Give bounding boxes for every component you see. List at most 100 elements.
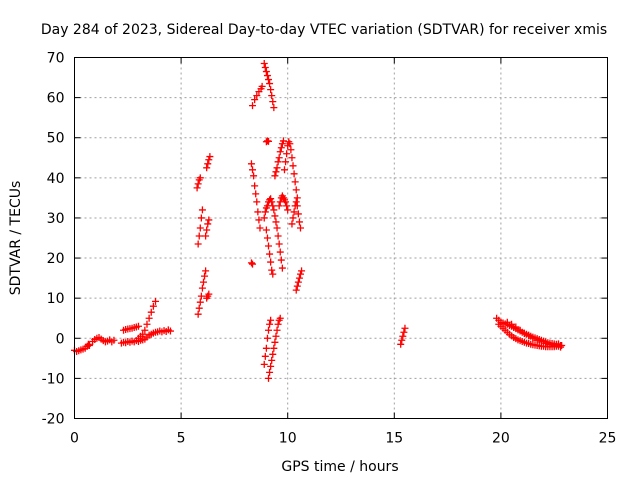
data-point-plus-icon bbox=[273, 164, 281, 172]
data-point-plus-icon bbox=[276, 314, 284, 322]
y-tick-label: 20 bbox=[47, 251, 65, 267]
data-point-plus-icon bbox=[274, 232, 282, 240]
data-point-plus-icon bbox=[261, 352, 269, 360]
data-point-plus-icon bbox=[537, 338, 545, 346]
data-point-plus-icon bbox=[149, 302, 157, 310]
data-point-plus-icon bbox=[201, 272, 209, 280]
data-point-plus-icon bbox=[204, 160, 212, 168]
data-point-plus-icon bbox=[266, 320, 274, 328]
data-point-plus-icon bbox=[266, 368, 274, 376]
data-point-plus-icon bbox=[293, 194, 301, 202]
axis-ticks: 0 5 10 15 20 25 -20 -10 0 10 20 30 40 50 60 70 bbox=[42, 51, 617, 447]
data-point-plus-icon bbox=[195, 232, 203, 240]
data-point-plus-icon bbox=[199, 278, 207, 286]
data-point-plus-icon bbox=[270, 104, 278, 112]
data-point-plus-icon bbox=[508, 320, 516, 328]
data-point-plus-icon bbox=[260, 60, 268, 68]
data-point-plus-icon bbox=[249, 102, 257, 110]
data-point-plus-icon bbox=[266, 80, 274, 88]
data-point-plus-icon bbox=[288, 220, 296, 228]
data-point-plus-icon bbox=[194, 240, 202, 248]
data-point-plus-icon bbox=[196, 224, 204, 232]
data-point-plus-icon bbox=[205, 216, 213, 224]
data-point-plus-icon bbox=[145, 314, 153, 322]
data-point-plus-icon bbox=[398, 336, 406, 344]
data-point-plus-icon bbox=[262, 68, 270, 76]
data-point-plus-icon bbox=[262, 344, 270, 352]
y-tick-label: 60 bbox=[47, 91, 65, 107]
y-axis-label: SDTVAR / TECUs bbox=[8, 181, 24, 296]
x-tick-label: 15 bbox=[385, 431, 403, 447]
y-tick-label: 30 bbox=[47, 211, 65, 227]
data-point-plus-icon bbox=[290, 170, 298, 178]
data-point-plus-icon bbox=[401, 324, 409, 332]
chart-title: Day 284 of 2023, Sidereal Day-to-day VTE… bbox=[41, 22, 607, 38]
data-point-plus-icon bbox=[282, 158, 290, 166]
data-point-plus-icon bbox=[546, 341, 554, 349]
x-tick-label: 0 bbox=[70, 431, 79, 447]
data-point-plus-icon bbox=[271, 212, 279, 220]
data-point-plus-icon bbox=[274, 158, 282, 166]
data-point-plus-icon bbox=[268, 356, 276, 364]
data-point-plus-icon bbox=[251, 182, 259, 190]
data-point-plus-icon bbox=[110, 336, 118, 344]
data-point-plus-icon bbox=[292, 186, 300, 194]
data-point-plus-icon bbox=[268, 198, 276, 206]
data-point-plus-icon bbox=[516, 326, 524, 334]
y-tick-label: 10 bbox=[47, 291, 65, 307]
data-point-plus-icon bbox=[274, 320, 282, 328]
data-point-plus-icon bbox=[247, 160, 255, 168]
data-point-plus-icon bbox=[275, 154, 283, 162]
data-point-plus-icon bbox=[298, 267, 306, 275]
data-point-plus-icon bbox=[277, 256, 285, 264]
data-point-plus-icon bbox=[263, 72, 271, 80]
data-point-plus-icon bbox=[265, 137, 273, 145]
data-point-plus-icon bbox=[296, 270, 304, 278]
data-point-plus-icon bbox=[261, 64, 269, 72]
data-point-plus-icon bbox=[291, 178, 299, 186]
data-point-plus-icon bbox=[294, 210, 302, 218]
data-point-plus-icon bbox=[197, 292, 205, 300]
data-point-plus-icon bbox=[197, 214, 205, 222]
data-point-plus-icon bbox=[269, 202, 277, 210]
data-point-plus-icon bbox=[253, 92, 261, 100]
data-point-plus-icon bbox=[533, 336, 541, 344]
data-point-plus-icon bbox=[251, 96, 259, 104]
data-point-plus-icon bbox=[286, 140, 294, 148]
data-point-plus-icon bbox=[205, 156, 213, 164]
x-tick-label: 20 bbox=[492, 431, 510, 447]
data-point-plus-icon bbox=[281, 166, 289, 174]
data-point-plus-icon bbox=[85, 341, 93, 349]
data-point-plus-icon bbox=[254, 208, 262, 216]
data-point-plus-icon bbox=[249, 166, 257, 174]
y-tick-label: -10 bbox=[42, 371, 65, 387]
data-point-plus-icon bbox=[287, 146, 295, 154]
data-point-plus-icon bbox=[260, 360, 268, 368]
y-tick-label: -20 bbox=[42, 412, 65, 428]
data-point-plus-icon bbox=[270, 206, 278, 214]
data-point-plus-icon bbox=[250, 172, 258, 180]
data-point-plus-icon bbox=[292, 198, 300, 206]
data-point-plus-icon bbox=[193, 184, 201, 192]
data-point-plus-icon bbox=[84, 340, 92, 348]
data-point-plus-icon bbox=[202, 232, 210, 240]
x-tick-label: 5 bbox=[177, 431, 186, 447]
data-point-plus-icon bbox=[272, 218, 280, 226]
data-point-plus-icon bbox=[269, 98, 277, 106]
data-point-plus-icon bbox=[272, 168, 280, 176]
data-point-plus-icon bbox=[255, 216, 263, 224]
data-point-plus-icon bbox=[249, 260, 257, 268]
data-point-plus-icon bbox=[267, 195, 275, 203]
data-point-plus-icon bbox=[284, 206, 292, 214]
data-point-plus-icon bbox=[289, 162, 297, 170]
data-point-plus-icon bbox=[267, 362, 275, 370]
data-point-plus-icon bbox=[202, 267, 210, 275]
data-point-plus-icon bbox=[399, 332, 407, 340]
data-point-plus-icon bbox=[269, 270, 277, 278]
data-point-plus-icon bbox=[271, 172, 279, 180]
data-point-plus-icon bbox=[520, 329, 528, 337]
y-tick-label: 50 bbox=[47, 131, 65, 147]
data-point-plus-icon bbox=[554, 340, 562, 348]
data-point-plus-icon bbox=[283, 202, 291, 210]
